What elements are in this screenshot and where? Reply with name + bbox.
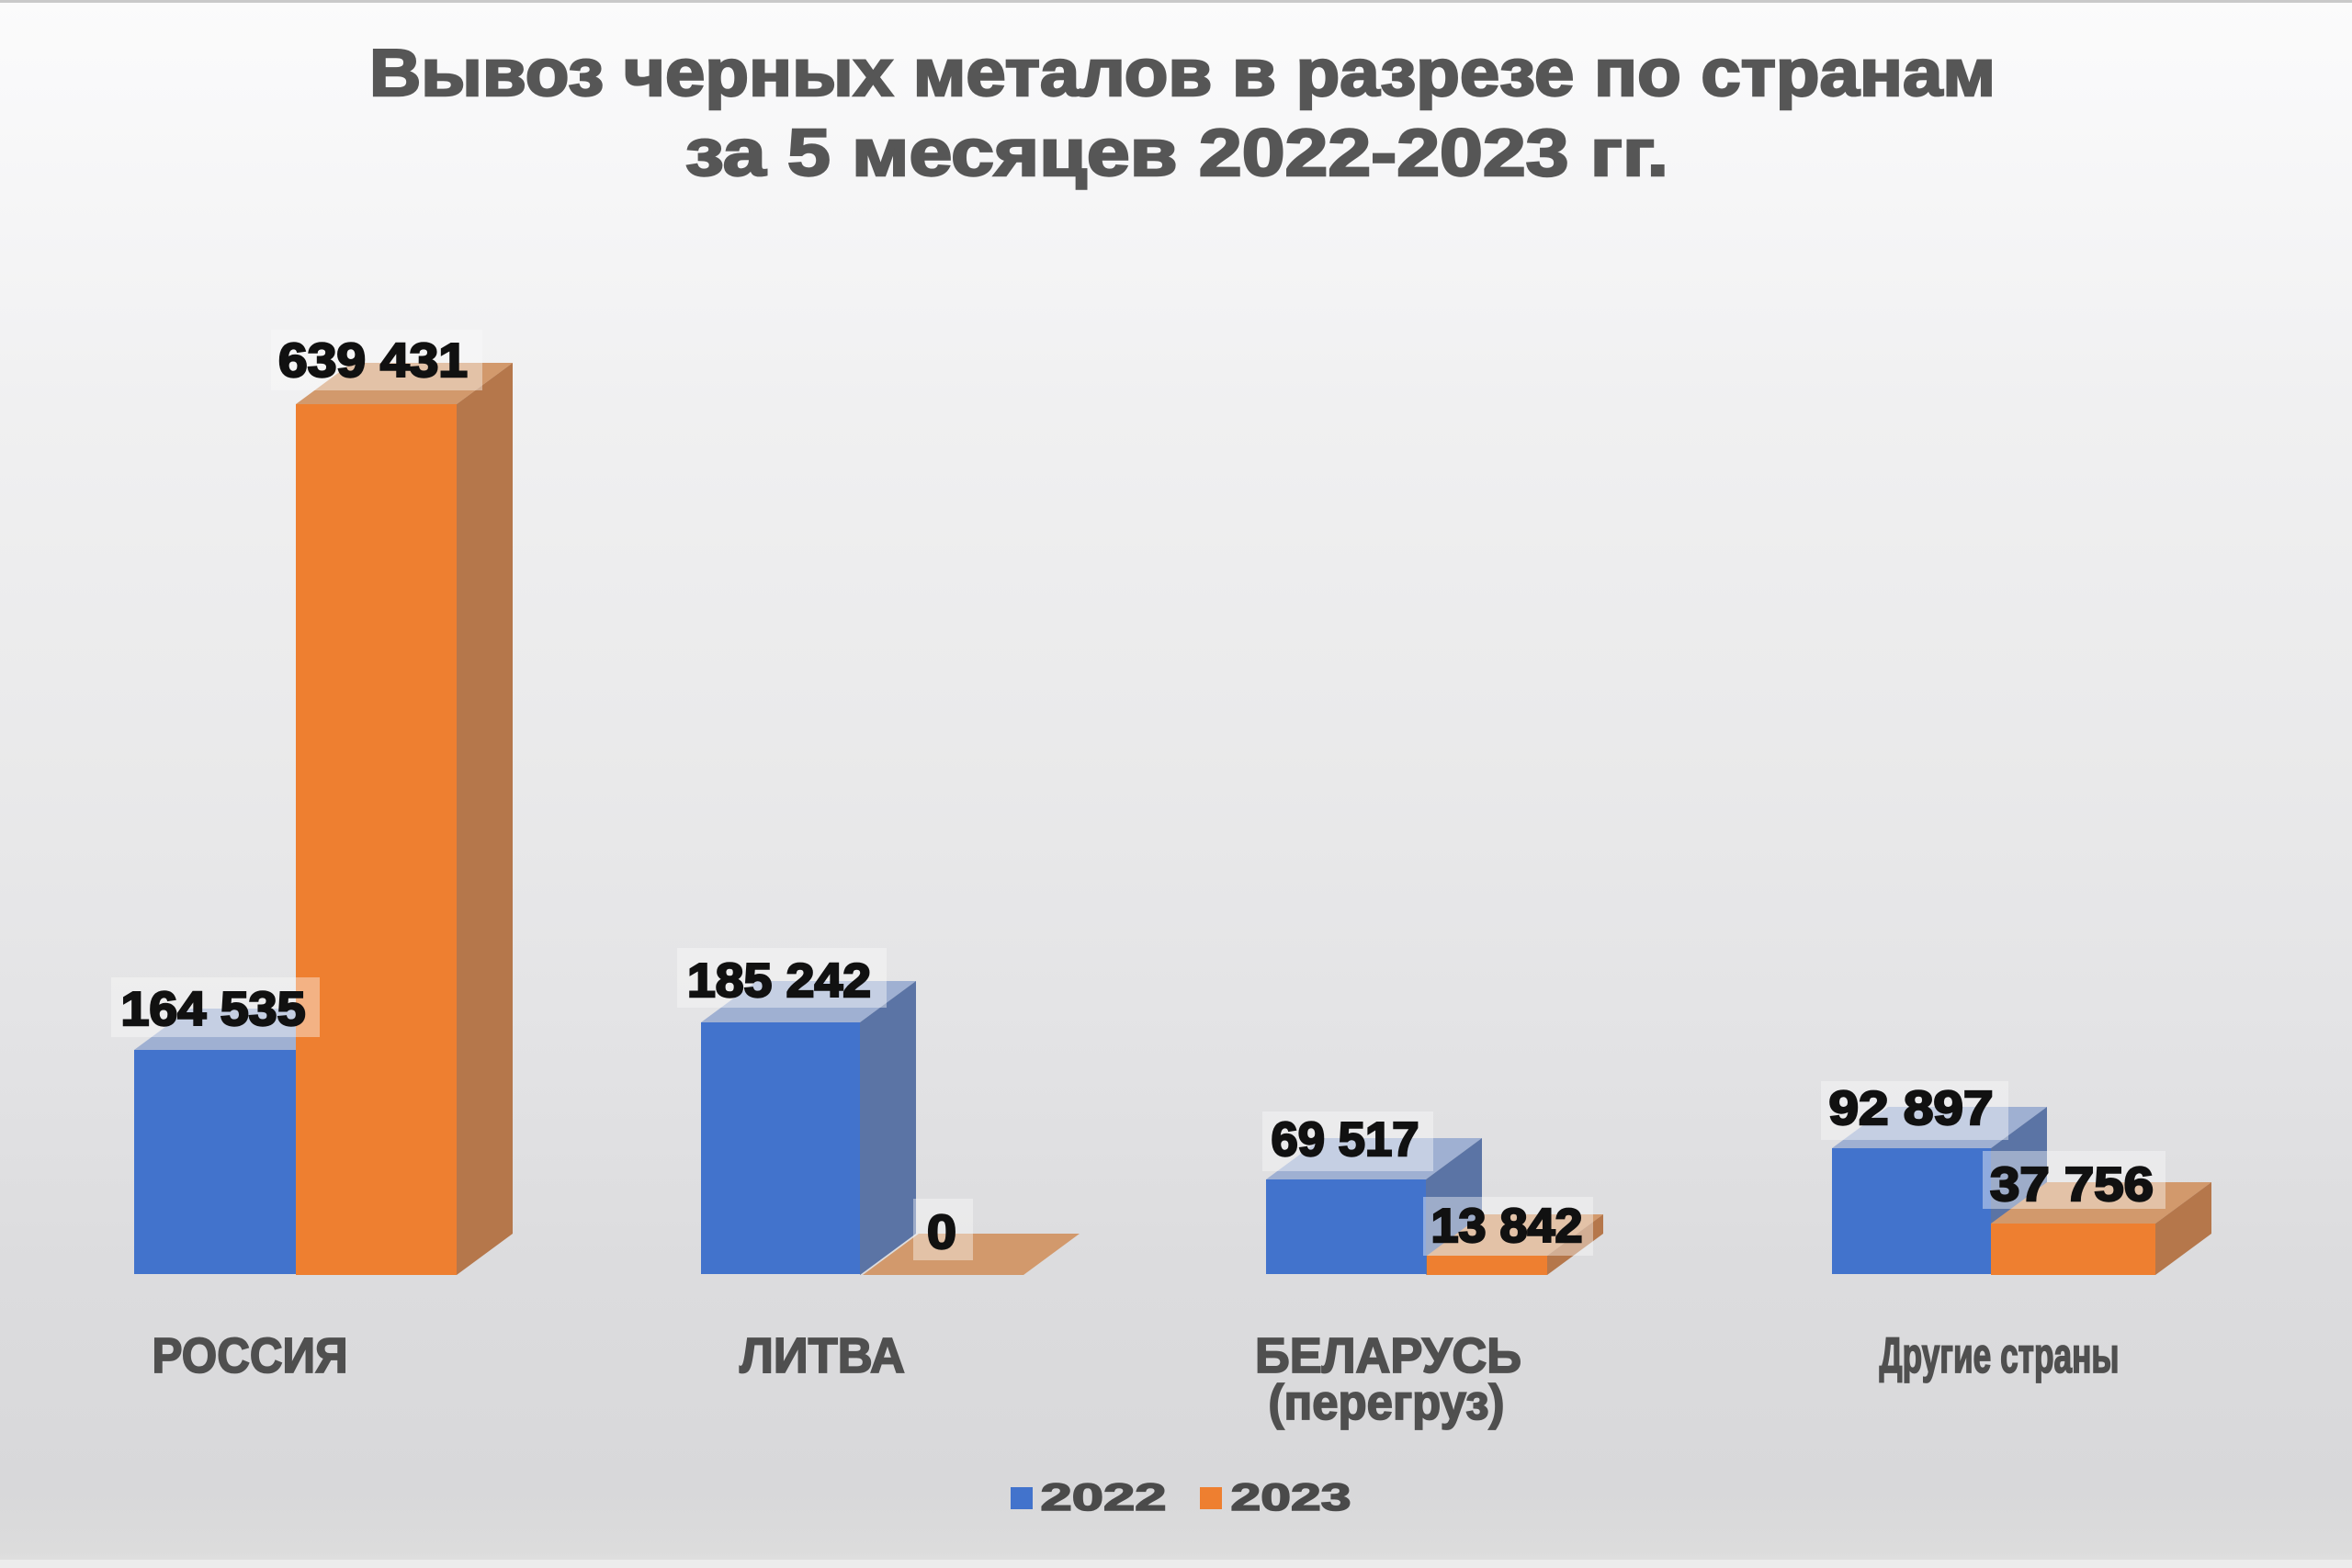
svg-text:2023: 2023: [1231, 1475, 1351, 1518]
svg-text:185 242: 185 242: [687, 954, 871, 1008]
svg-text:639 431: 639 431: [278, 334, 468, 388]
svg-text:164 535: 164 535: [121, 983, 306, 1036]
svg-text:(перегруз): (перегруз): [1269, 1375, 1505, 1430]
svg-text:69 517: 69 517: [1272, 1113, 1419, 1167]
svg-text:2022: 2022: [1041, 1475, 1167, 1518]
svg-text:ЛИТВА: ЛИТВА: [740, 1328, 905, 1383]
svg-text:Другие страны: Другие страны: [1880, 1328, 2120, 1383]
svg-text:0: 0: [927, 1206, 956, 1259]
svg-text:БЕЛАРУСЬ: БЕЛАРУСЬ: [1255, 1328, 1521, 1383]
svg-text:13 842: 13 842: [1431, 1200, 1583, 1253]
svg-text:РОССИЯ: РОССИЯ: [153, 1328, 348, 1383]
svg-text:92 897: 92 897: [1829, 1082, 1994, 1135]
svg-text:за 5 месяцев 2022-2023 гг.: за 5 месяцев 2022-2023 гг.: [685, 117, 1668, 190]
svg-text:Вывоз черных металов в разрезе: Вывоз черных металов в разрезе по страна…: [369, 37, 1996, 110]
svg-text:37 756: 37 756: [1990, 1158, 2154, 1212]
